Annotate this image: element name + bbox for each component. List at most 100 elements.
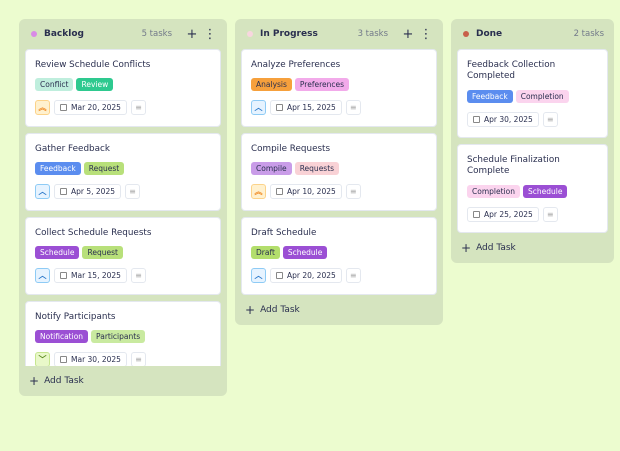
column-backlog: Backlog 5 tasks + ⋮ Review Schedule Confl… [19,19,227,396]
tag: Compile [251,162,292,175]
task-card[interactable]: Draft Schedule Draft Schedule ︿ Apr 20, 2… [241,217,437,295]
description-icon[interactable]: ≡ [345,100,361,115]
tag: Draft [251,246,280,259]
task-title: Draft Schedule [251,228,317,238]
more-options-icon[interactable]: ⋮ [203,26,217,42]
due-date-text: Apr 25, 2025 [484,209,533,219]
task-card[interactable]: Compile Requests Compile Requests ︽ Apr 1… [241,133,437,211]
calendar-icon [276,188,283,195]
task-title: Compile Requests [251,144,331,154]
column-title: In Progress [260,29,318,39]
due-date[interactable]: Apr 25, 2025 [467,206,539,222]
priority-high-icon[interactable]: ︽ [35,100,50,115]
add-task-label: Add Task [476,242,516,253]
task-title: Analyze Preferences [251,60,341,70]
add-task-button[interactable]: + Add Task [25,366,221,396]
tag: Requests [294,162,340,175]
tag: Request [82,246,123,259]
tag: Schedule [282,246,328,259]
tag: Request [83,162,125,175]
description-icon[interactable]: ≡ [130,268,146,283]
calendar-icon [276,104,283,111]
priority-medium-icon[interactable]: ︿ [251,100,266,115]
task-title: Review Schedule Conflicts [35,60,151,70]
card-list: Review Schedule Conflicts Conflict Review… [25,49,221,366]
calendar-icon [276,272,283,279]
add-task-button[interactable]: + Add Task [241,295,437,325]
description-icon[interactable]: ≡ [542,111,558,127]
plus-icon: + [29,374,40,388]
task-count: 2 tasks [573,29,604,39]
task-count: 3 tasks [357,29,388,39]
task-card[interactable]: Analyze Preferences Analysis Preferences … [241,49,437,127]
description-icon[interactable]: ≡ [125,184,140,199]
plus-icon: + [461,240,472,255]
description-icon[interactable]: ≡ [345,268,361,283]
calendar-icon [60,104,67,111]
priority-high-icon[interactable]: ︽ [251,184,266,199]
task-card[interactable]: Schedule Finalization Complete Completio… [457,143,608,233]
due-date[interactable]: Apr 15, 2025 [270,100,342,115]
column-in-progress: In Progress 3 tasks + ⋮ Analyze Preferenc… [235,19,443,325]
tag: Feedback [467,89,513,103]
due-date-text: Mar 30, 2025 [71,355,121,364]
priority-medium-icon[interactable]: ︿ [35,268,50,283]
status-dot-icon [31,31,37,37]
task-card[interactable]: Gather Feedback Feedback Request ︿ Apr 5,… [25,133,221,211]
calendar-icon [60,272,67,279]
due-date[interactable]: Mar 20, 2025 [54,100,127,115]
task-card[interactable]: Notify Participants Notification Particip… [25,301,221,366]
more-options-icon[interactable]: ⋮ [419,26,433,42]
tag: Notification [35,330,89,343]
due-date[interactable]: Apr 30, 2025 [467,111,539,127]
task-title: Schedule Finalization Complete [467,154,560,176]
task-title: Gather Feedback [35,144,110,154]
priority-medium-icon[interactable]: ︿ [35,184,50,199]
calendar-icon [473,115,480,123]
task-card[interactable]: Feedback Collection Completed Feedback Co… [457,49,608,138]
add-icon[interactable]: + [186,26,198,42]
calendar-icon [60,356,67,363]
due-date[interactable]: Apr 5, 2025 [54,184,121,199]
task-count: 5 tasks [141,29,172,39]
status-dot-icon [247,31,253,37]
due-date[interactable]: Mar 15, 2025 [54,268,127,283]
priority-low-icon[interactable]: ﹀ [35,352,50,366]
tag: Schedule [522,184,568,198]
due-date-text: Apr 15, 2025 [287,103,336,112]
description-icon[interactable]: ≡ [542,206,558,222]
column-title: Backlog [44,29,84,39]
tag: Completion [515,89,569,103]
tag: Schedule [35,246,80,259]
add-task-label: Add Task [260,305,300,315]
add-task-label: Add Task [44,376,84,386]
add-icon[interactable]: + [402,26,414,42]
tag: Preferences [294,78,350,91]
tag: Conflict [35,78,74,91]
tag: Participants [91,330,146,343]
tag: Analysis [251,78,292,91]
add-task-button[interactable]: + Add Task [457,233,608,263]
column-header: Backlog 5 tasks + ⋮ [25,19,221,49]
description-icon[interactable]: ≡ [130,100,146,115]
due-date[interactable]: Mar 30, 2025 [54,352,127,366]
card-list: Feedback Collection Completed Feedback Co… [457,49,608,233]
due-date[interactable]: Apr 10, 2025 [270,184,342,199]
task-card[interactable]: Collect Schedule Requests Schedule Reques… [25,217,221,295]
column-header: Done 2 tasks [457,19,608,49]
due-date-text: Apr 20, 2025 [287,271,336,280]
task-title: Feedback Collection Completed [467,60,556,81]
tag: Feedback [35,162,81,175]
priority-medium-icon[interactable]: ︿ [251,268,266,283]
due-date-text: Apr 5, 2025 [71,187,115,196]
due-date[interactable]: Apr 20, 2025 [270,268,342,283]
due-date-text: Mar 20, 2025 [71,103,121,112]
description-icon[interactable]: ≡ [345,184,361,199]
task-card[interactable]: Review Schedule Conflicts Conflict Review… [25,49,221,127]
calendar-icon [60,188,67,195]
due-date-text: Apr 10, 2025 [287,187,336,196]
due-date-text: Mar 15, 2025 [71,271,121,280]
description-icon[interactable]: ≡ [130,352,146,366]
card-list: Analyze Preferences Analysis Preferences … [241,49,437,295]
task-title: Notify Participants [35,312,116,322]
